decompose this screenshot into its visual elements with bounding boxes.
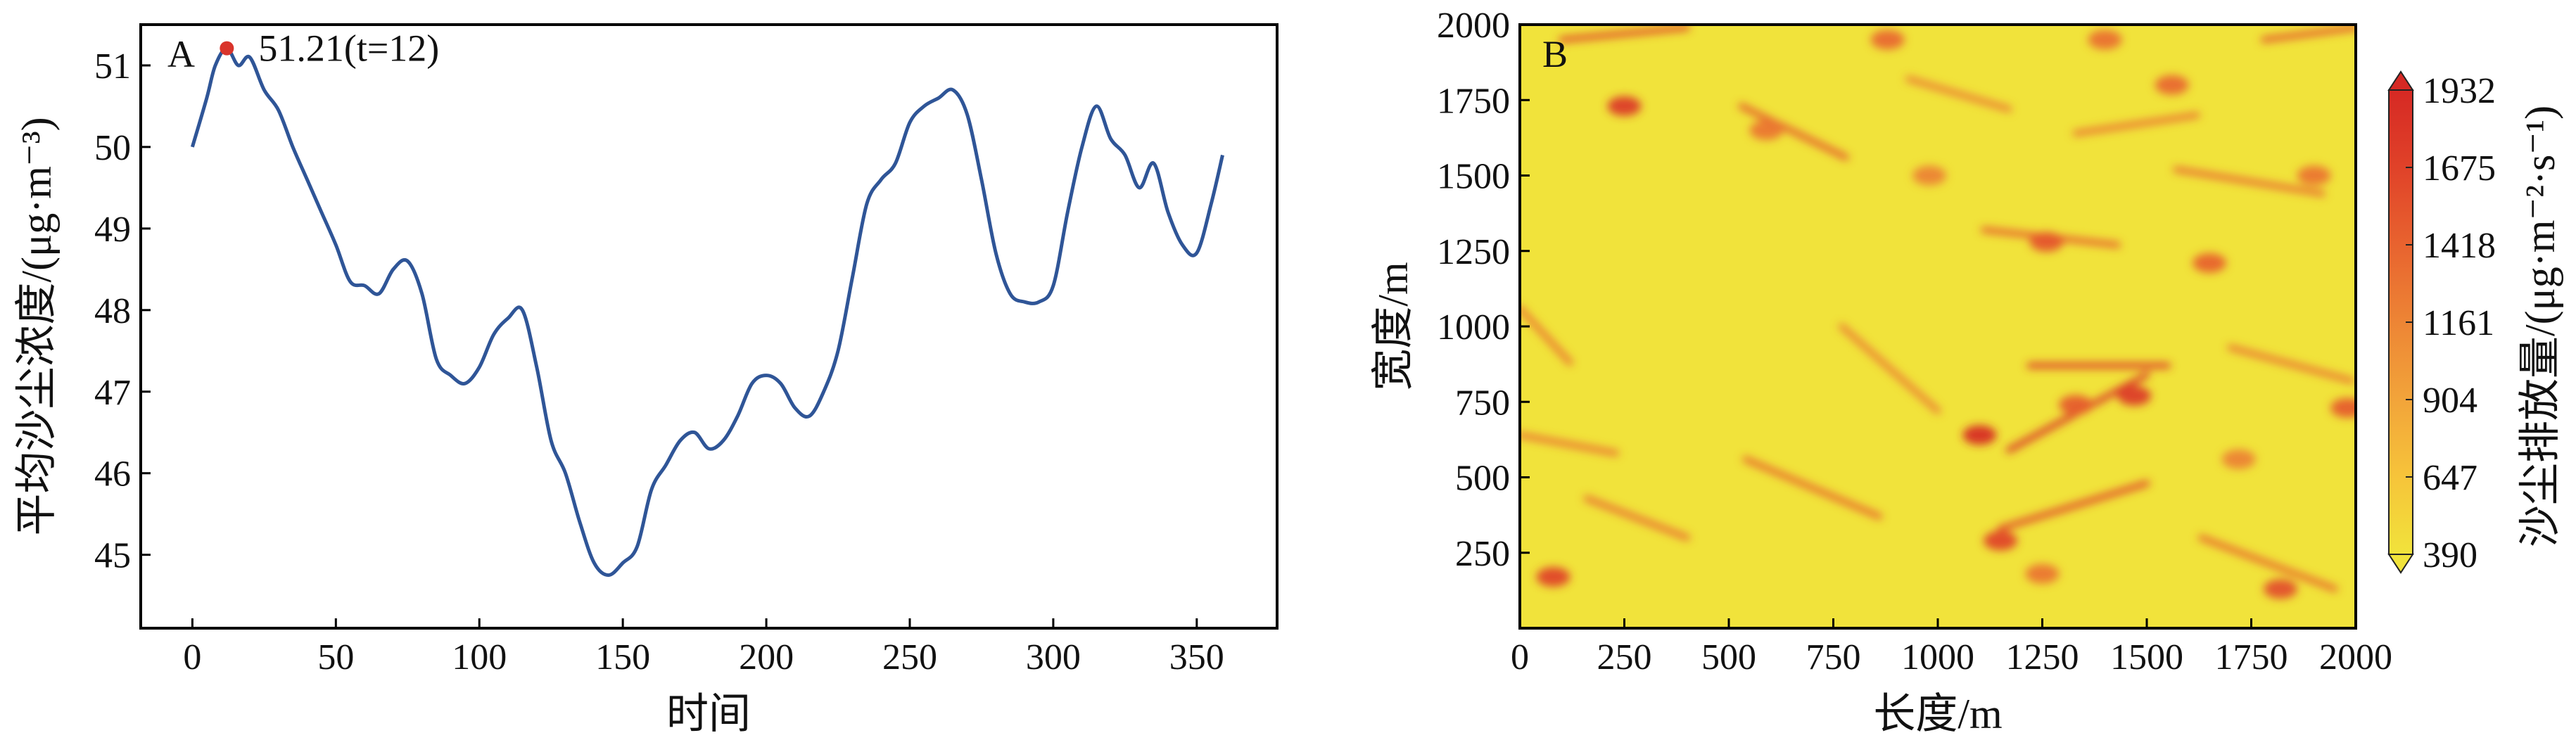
line-chart-panel: 0 50 100 150 200 250 300 350 45 46 47 48 49 50 51 A 5…: [13, 23, 1279, 737]
colorbar-tick-label: 1418: [2423, 226, 2496, 266]
y-tick-label: 49: [94, 210, 131, 250]
emission-hotspot: [2029, 231, 2064, 252]
y-tick-label: 1750: [1437, 81, 1510, 121]
x-tick-label: 1500: [2110, 637, 2183, 677]
emission-hotspot: [2117, 385, 2152, 406]
emission-streak: [1838, 323, 1941, 414]
x-axis-label: 长度/m: [1873, 691, 2002, 737]
emission-hotspot: [2297, 165, 2331, 186]
emission-hotspot: [2088, 30, 2122, 50]
emission-streak: [1738, 103, 1849, 161]
heatmap-cells: [1520, 25, 2356, 599]
x-tick-label: 100: [452, 637, 507, 677]
panel-label: A: [167, 33, 195, 75]
colorbar-ticks: 390 647 904 1161 1418 1675 1932: [2406, 71, 2496, 575]
x-tick-label: 200: [739, 637, 794, 677]
colorbar-max-extension: [2387, 70, 2414, 91]
x-axis-label: 时间: [666, 691, 751, 737]
y-axis-label: 宽度/m: [1370, 262, 1416, 390]
x-tick-label: 2000: [2319, 637, 2392, 677]
x-tick-label: 250: [882, 637, 937, 677]
colorbar-tick-label: 647: [2423, 458, 2477, 498]
y-tick-label: 250: [1455, 534, 1510, 574]
emission-streak: [1520, 431, 1620, 457]
emission-hotspot: [2330, 397, 2356, 418]
y-axis-label: 平均沙尘浓度/(μg·m⁻³): [13, 117, 60, 535]
y-tick-label: 500: [1455, 459, 1510, 499]
colorbar: 390 647 904 1161 1418 1675 1932 沙尘排放量/(μg·m⁻²·…: [2387, 70, 2563, 575]
y-tick-label: 46: [94, 454, 131, 495]
emission-streak: [2260, 25, 2356, 43]
y-tick-label: 750: [1455, 383, 1510, 423]
emission-streak: [1583, 495, 1691, 541]
x-tick-label: 0: [1511, 637, 1529, 677]
y-tick-label: 51: [94, 46, 131, 87]
y-tick-label: 1250: [1437, 232, 1510, 272]
heatmap-panel: 0 250 500 750 1000 1250 1500 1750 2000 250 500 750…: [1370, 6, 2563, 737]
emission-hotspot: [1984, 530, 2018, 551]
series-line-layer: [191, 46, 1224, 578]
x-tick-label: 50: [317, 637, 354, 677]
colorbar-tick-label: 1932: [2423, 71, 2496, 111]
emission-streak: [1520, 305, 1573, 366]
y-tick-label: 50: [94, 128, 131, 168]
colorbar-tick-label: 1161: [2423, 303, 2494, 343]
x-axis-ticks: 0 250 500 750 1000 1250 1500 1750 2000: [1511, 618, 2392, 677]
emission-hotspot: [1607, 96, 1642, 116]
emission-hotspot: [1962, 425, 1997, 445]
y-tick-label: 1000: [1437, 307, 1510, 348]
emission-hotspot: [2025, 563, 2060, 584]
emission-hotspot: [2193, 253, 2227, 273]
colorbar-min-extension: [2387, 554, 2414, 574]
emission-streak: [2173, 166, 2326, 197]
y-tick-label: 1500: [1437, 157, 1510, 197]
y-axis-ticks: 45 46 47 48 49 50 51: [94, 46, 151, 576]
x-axis-ticks: 0 50 100 150 200 250 300 350: [183, 618, 1224, 677]
emission-hotspot: [1870, 30, 1905, 50]
colorbar-tick-label: 1675: [2423, 148, 2496, 189]
y-tick-label: 48: [94, 291, 131, 331]
emission-hotspot: [1912, 165, 1947, 186]
emission-hotspot: [2059, 395, 2093, 415]
emission-streak: [1742, 456, 1883, 520]
panel-label: B: [1542, 33, 1568, 75]
colorbar-label: 沙尘排放量/(μg·m⁻²·s⁻¹): [2517, 106, 2563, 547]
x-tick-label: 1750: [2215, 637, 2288, 677]
x-tick-label: 350: [1169, 637, 1224, 677]
y-tick-label: 47: [94, 373, 131, 413]
x-tick-label: 250: [1597, 637, 1652, 677]
plot-frame: [139, 23, 1279, 630]
emission-streak: [1997, 480, 2150, 532]
colorbar-tick-label: 390: [2423, 535, 2477, 575]
series-line: [191, 46, 1224, 578]
emission-hotspot: [2221, 449, 2256, 469]
max-point-annotation: 51.21(t=12): [258, 27, 439, 70]
colorbar-tick-label: 904: [2423, 381, 2477, 421]
x-tick-label: 150: [595, 637, 650, 677]
x-tick-label: 1000: [1901, 637, 1974, 677]
emission-hotspot: [1749, 120, 1784, 141]
x-tick-label: 500: [1701, 637, 1756, 677]
emission-hotspot: [2155, 75, 2189, 95]
heatmap-background: [1520, 25, 2356, 628]
emission-hotspot: [2264, 579, 2298, 599]
emission-streak: [2072, 112, 2200, 136]
y-axis-ticks: 250 500 750 1000 1250 1500 1750 2000: [1437, 6, 1530, 574]
x-tick-label: 750: [1806, 637, 1861, 677]
emission-streak: [1905, 75, 2012, 113]
x-tick-label: 1250: [2006, 637, 2079, 677]
y-tick-label: 45: [94, 536, 131, 576]
emission-streak: [1558, 25, 1691, 43]
y-tick-label: 2000: [1437, 6, 1510, 46]
emission-streak: [2227, 344, 2355, 384]
x-tick-label: 300: [1026, 637, 1081, 677]
emission-streak: [2197, 534, 2338, 592]
x-tick-label: 0: [183, 637, 201, 677]
emission-hotspot: [1536, 567, 1571, 587]
max-point-marker: [220, 41, 234, 56]
